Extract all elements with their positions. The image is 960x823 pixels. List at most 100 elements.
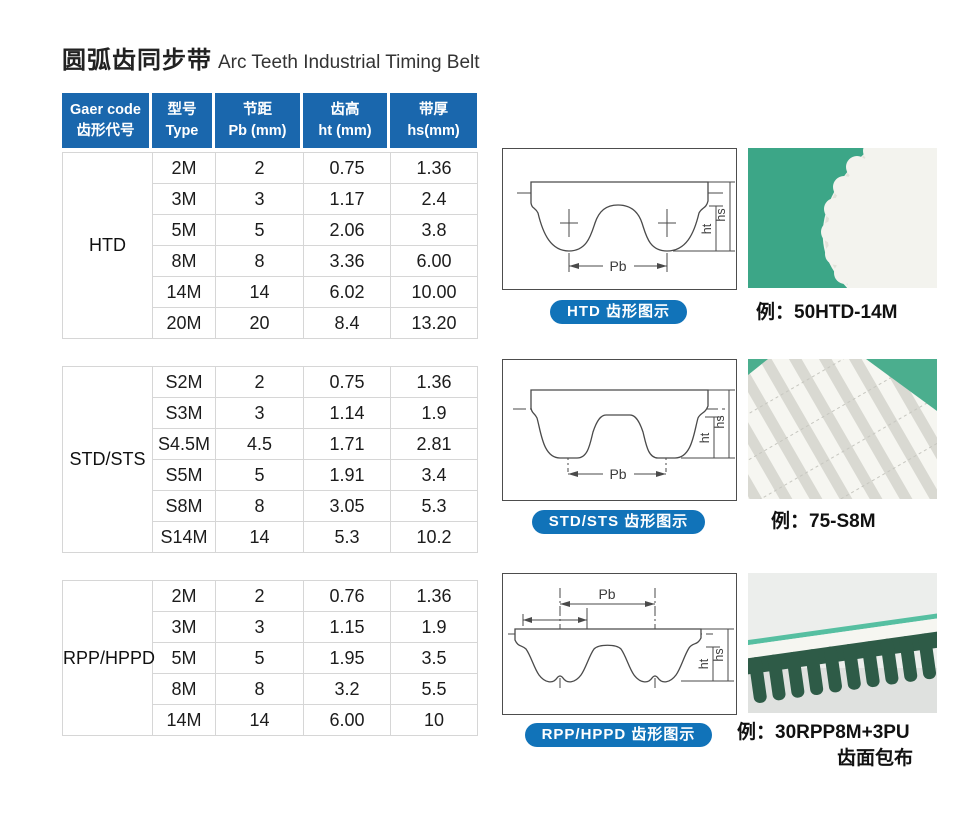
spec-cell: S5M	[152, 459, 216, 491]
spec-row: 14M 14 6.02 10.00	[63, 276, 478, 308]
spec-cell: 0.75	[303, 366, 391, 398]
spec-cell: 1.14	[303, 397, 391, 429]
spec-cell: 8.4	[303, 307, 391, 339]
header-cell-code: Gaer code 齿形代号	[62, 93, 152, 148]
group-code-cell: HTD	[62, 152, 153, 339]
diagram-caption-rpp-hppd: RPP/HPPD 齿形图示	[502, 723, 735, 747]
spec-cell: 2.06	[303, 214, 391, 246]
diagram-box-htd: Pb ht hs	[502, 148, 737, 290]
spec-cell: 1.9	[390, 397, 478, 429]
diagram-caption-std-sts: STD/STS 齿形图示	[502, 510, 735, 534]
spec-cell: 3.05	[303, 490, 391, 522]
spec-cell: 3.36	[303, 245, 391, 277]
header-cell-pitch: 节距 Pb (mm)	[215, 93, 303, 148]
spec-cell: 8	[215, 245, 304, 277]
belt-photo-htd	[748, 148, 937, 288]
spec-row: S3M 3 1.14 1.9	[63, 397, 478, 429]
dimension-label-ht: ht	[697, 658, 711, 669]
spec-row: 3M 3 1.15 1.9	[63, 611, 478, 643]
spec-cell: 2	[215, 580, 304, 612]
spec-table-header: Gaer code 齿形代号 型号 Type 节距 Pb (mm) 齿高 ht (mm)…	[62, 93, 477, 148]
page-title-zh: 圆弧齿同步带	[62, 47, 212, 74]
dimension-label-pb: Pb	[609, 258, 626, 274]
diagram-caption-std-sts-label: STD/STS 齿形图示	[531, 510, 706, 534]
spec-table-rpp-hppd: RPP/HPPD 2M 2 0.76 1.36 3M 3 1.15 1.9 5M 5 1.95 3.5 8…	[62, 580, 478, 736]
spec-cell: 14	[215, 276, 304, 308]
spec-table-area: Gaer code 齿形代号 型号 Type 节距 Pb (mm) 齿高 ht (mm)…	[62, 93, 478, 736]
rpp-hppd-profile-diagram: Pb ht hs	[508, 586, 734, 690]
spec-cell: 2.4	[390, 183, 478, 215]
spec-row: RPP/HPPD 2M 2 0.76 1.36	[62, 580, 478, 736]
page-title: 圆弧齿同步带 Arc Teeth Industrial Timing Belt	[62, 40, 480, 75]
spec-cell: 2M	[152, 152, 216, 184]
spec-cell: 14M	[152, 704, 216, 736]
example-label-rpp-line2: 齿面包布	[837, 747, 914, 769]
dimension-label-ht: ht	[700, 223, 714, 234]
spec-cell: 13.20	[390, 307, 478, 339]
diagram-caption-rpp-hppd-label: RPP/HPPD 齿形图示	[524, 723, 713, 747]
belt-photo-std-sts	[748, 359, 937, 499]
spec-cell: 4.5	[215, 428, 304, 460]
spec-table-std-sts: STD/STS S2M 2 0.75 1.36 S3M 3 1.14 1.9 S4.5M 4.5 1.…	[62, 366, 478, 553]
spec-cell: 14M	[152, 276, 216, 308]
spec-row: 8M 8 3.2 5.5	[63, 673, 478, 705]
spec-cell: 20M	[152, 307, 216, 339]
spec-row: S14M 14 5.3 10.2	[63, 521, 478, 553]
spec-cell: S14M	[152, 521, 216, 553]
spec-cell: 5	[215, 214, 304, 246]
dimension-label-ht: ht	[698, 432, 712, 443]
spec-cell: S8M	[152, 490, 216, 522]
diagram-caption-htd-label: HTD 齿形图示	[550, 300, 687, 324]
spec-cell: 2	[215, 366, 304, 398]
spec-cell: 1.36	[390, 580, 478, 612]
spec-cell: 5.3	[390, 490, 478, 522]
spec-cell: 1.36	[390, 152, 478, 184]
spec-row: 8M 8 3.36 6.00	[63, 245, 478, 277]
spec-cell: 3M	[152, 611, 216, 643]
spec-cell: 5M	[152, 214, 216, 246]
spec-cell: 1.17	[303, 183, 391, 215]
spec-cell: 10.00	[390, 276, 478, 308]
dimension-label-hs: hs	[712, 648, 726, 661]
spec-cell: 1.91	[303, 459, 391, 491]
spec-cell: 2	[215, 152, 304, 184]
spec-cell: 14	[215, 521, 304, 553]
spec-cell: 6.00	[303, 704, 391, 736]
spec-cell: 1.15	[303, 611, 391, 643]
spec-cell: 3.2	[303, 673, 391, 705]
spec-cell: 1.71	[303, 428, 391, 460]
spec-cell: 6.00	[390, 245, 478, 277]
diagram-box-std-sts: Pb ht hs	[502, 359, 737, 501]
spec-cell: 3	[215, 183, 304, 215]
spec-header-row: Gaer code 齿形代号 型号 Type 节距 Pb (mm) 齿高 ht (mm)…	[62, 93, 477, 148]
spec-cell: 14	[215, 704, 304, 736]
header-cell-tooth-height: 齿高 ht (mm)	[303, 93, 390, 148]
spec-cell: 20	[215, 307, 304, 339]
spec-cell: 1.9	[390, 611, 478, 643]
header-cell-belt-thickness: 带厚 hs(mm)	[390, 93, 477, 148]
spec-cell: 5.5	[390, 673, 478, 705]
spec-row: HTD 2M 2 0.75 1.36	[62, 152, 478, 339]
spec-cell: 5.3	[303, 521, 391, 553]
spec-cell: 8	[215, 673, 304, 705]
spec-cell: 3.8	[390, 214, 478, 246]
group-code-cell: RPP/HPPD	[62, 580, 155, 736]
example-label-htd: 例：50HTD-14M	[756, 302, 898, 323]
htd-profile-diagram: Pb ht hs	[517, 181, 735, 274]
example-label-rpp-hppd: 例：30RPP8M+3PU 齿面包布	[737, 720, 913, 771]
dimension-label-hs: hs	[714, 208, 728, 221]
example-label-rpp-line1: 例：30RPP8M+3PU	[737, 722, 910, 743]
spec-cell: 5	[215, 642, 304, 674]
std-sts-profile-diagram: Pb ht hs	[513, 389, 735, 482]
group-code-cell: STD/STS	[62, 366, 153, 553]
spec-cell: 10	[390, 704, 478, 736]
spec-row: 14M 14 6.00 10	[63, 704, 478, 736]
spec-cell: 3	[215, 611, 304, 643]
dimension-label-pb: Pb	[598, 586, 615, 602]
spec-cell: 2M	[152, 580, 216, 612]
spec-cell: 3	[215, 397, 304, 429]
spec-cell: 5M	[152, 642, 216, 674]
spec-cell: 6.02	[303, 276, 391, 308]
spec-cell: S3M	[152, 397, 216, 429]
